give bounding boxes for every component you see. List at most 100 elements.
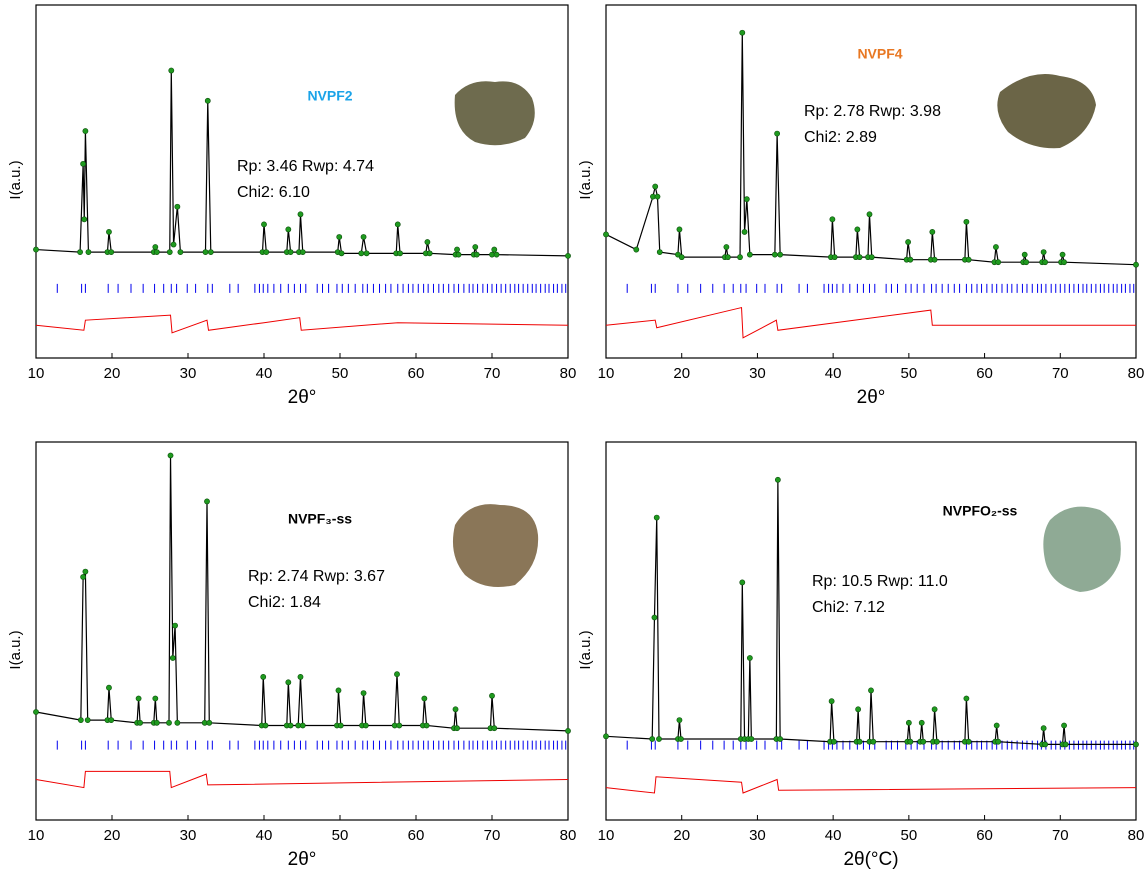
y-axis-title: I(a.u.) (577, 630, 594, 669)
observed-point (739, 579, 746, 586)
observed-point (995, 259, 1002, 266)
observed-point (993, 244, 999, 250)
x-tick-label: 60 (976, 827, 993, 844)
observed-point (473, 251, 480, 258)
observed-point (1133, 741, 1139, 748)
observed-point (678, 254, 685, 261)
observed-point (1021, 251, 1028, 258)
x-tick-label: 80 (1128, 365, 1145, 382)
difference-curve (35, 770, 569, 789)
observed-point (656, 736, 662, 742)
observed-point (299, 249, 306, 255)
x-tick-label: 80 (1128, 827, 1145, 844)
observed-point (1023, 259, 1030, 266)
observed-point (360, 690, 367, 696)
observed-point (931, 706, 938, 713)
x-tick-label: 50 (901, 827, 918, 844)
observed-point (870, 738, 877, 745)
y-axis-title: I(a.u.) (7, 160, 24, 199)
observed-point (678, 736, 684, 742)
observed-point (489, 692, 495, 699)
observed-point (394, 221, 401, 228)
x-tick-label: 10 (598, 365, 615, 382)
observed-point (285, 679, 292, 686)
observed-point (741, 229, 748, 235)
plot-frame (35, 4, 569, 359)
observed-point (965, 738, 972, 745)
observed-point (603, 733, 609, 740)
observed-point (360, 234, 367, 240)
observed-point (933, 738, 940, 745)
observed-point (362, 722, 369, 729)
plot-frame (605, 4, 1137, 359)
observed-point (1040, 725, 1047, 732)
observed-point (831, 254, 838, 261)
observed-point (725, 254, 731, 261)
observed-point (204, 498, 210, 505)
powder-photo (452, 74, 1121, 592)
x-tick-label: 80 (560, 827, 577, 844)
observed-point (396, 722, 403, 729)
observed-point (166, 719, 172, 726)
fit-statistic: Rp: 2.74 Rwp: 3.67 (248, 568, 385, 585)
observed-point (676, 226, 683, 233)
observed-point (82, 128, 89, 134)
x-tick-label: 30 (180, 827, 197, 844)
x-tick-label: 20 (673, 365, 690, 382)
observed-point (737, 254, 743, 261)
fit-statistic: Chi2: 6.10 (237, 184, 310, 201)
x-tick-label: 10 (598, 827, 615, 844)
observed-point (653, 514, 660, 521)
observed-point (454, 725, 460, 732)
observed-point (287, 249, 294, 255)
observed-point (358, 250, 365, 257)
observed-point (1059, 251, 1066, 258)
observed-point (297, 211, 304, 218)
observed-point (1062, 741, 1069, 748)
x-tick-label: 70 (484, 365, 501, 382)
observed-point (603, 231, 609, 238)
observed-point (1042, 259, 1049, 266)
observed-point (649, 736, 656, 742)
x-axis-title: 2θ° (288, 387, 317, 408)
observed-point (918, 719, 925, 726)
x-tick-label: 20 (104, 365, 121, 382)
observed-point (654, 193, 661, 200)
observed-point (108, 249, 115, 255)
observed-point (204, 97, 211, 104)
calculated-curve (35, 455, 569, 732)
observed-point (774, 476, 781, 483)
observed-point (423, 722, 430, 729)
x-tick-label: 10 (28, 827, 45, 844)
observed-point (174, 719, 181, 726)
x-tick-label: 60 (976, 365, 993, 382)
x-tick-label: 30 (180, 365, 197, 382)
observed-point (1133, 261, 1139, 268)
observed-point (905, 719, 912, 726)
x-tick-label: 40 (825, 365, 842, 382)
observed-point (177, 249, 184, 255)
observed-point (907, 256, 914, 263)
observed-point (1061, 259, 1067, 266)
x-tick-label: 70 (1052, 827, 1069, 844)
observed-point (963, 218, 970, 225)
observed-point (454, 246, 460, 253)
observed-point (1040, 249, 1047, 255)
observed-point (297, 674, 304, 680)
calculated-curve (605, 32, 1137, 266)
observed-point (335, 687, 342, 694)
observed-point (80, 574, 87, 580)
fit-statistic: Chi2: 2.89 (804, 129, 877, 146)
observed-point (743, 196, 750, 203)
observed-point (565, 252, 571, 259)
observed-point (206, 719, 213, 726)
observed-point (174, 203, 181, 210)
observed-point (33, 709, 39, 715)
observed-point (868, 254, 875, 261)
sample-label: NVPFO₂-ss (943, 503, 1018, 519)
x-tick-label: 50 (332, 827, 349, 844)
observed-point (907, 738, 914, 745)
observed-point (338, 250, 345, 257)
x-tick-label: 40 (256, 827, 273, 844)
observed-point (995, 738, 1002, 745)
